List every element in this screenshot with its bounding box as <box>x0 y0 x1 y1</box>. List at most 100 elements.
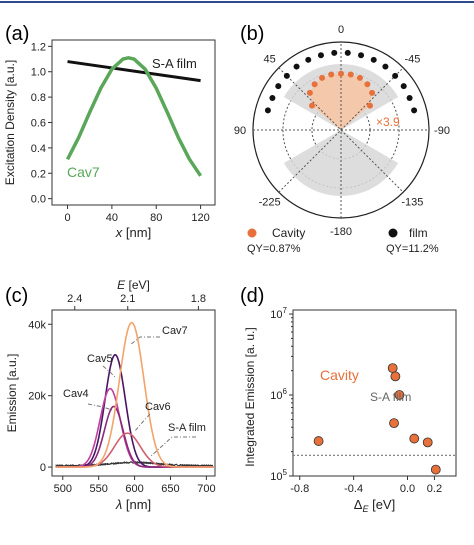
cavity-point <box>319 74 326 81</box>
film-point <box>406 95 413 102</box>
cavity-data-point <box>422 437 433 448</box>
y-tick-label: 0 <box>40 462 46 474</box>
top-axis-label: E [eV] <box>117 278 150 292</box>
panel-c-emission-chart: 500 550 600 650 700 0 20k 40k 2.4 2.1 1.8 E [eV] λ [… <box>5 278 216 512</box>
cavity-data-point <box>390 371 401 382</box>
spectrum-cav7 <box>55 321 214 468</box>
polar-angle-label: -90 <box>434 125 450 137</box>
film-point <box>275 83 282 90</box>
film-point <box>358 52 365 59</box>
polar-angle-label: 45 <box>263 54 275 66</box>
top-tick-label: 1.8 <box>191 293 206 305</box>
y-tick-label: 40k <box>28 319 46 331</box>
top-tick-label: 2.4 <box>67 293 82 305</box>
y-tick-label: 1.0 <box>31 67 46 79</box>
film-point <box>264 107 271 114</box>
legend-cavity-qy: QY=0.87% <box>247 243 301 255</box>
cavity-data-point <box>394 390 405 400</box>
axes-frame <box>292 309 457 477</box>
film-point <box>344 49 351 56</box>
y-axis-label: Excitation Density [a.u.] <box>3 60 17 185</box>
leader-film <box>149 436 196 458</box>
film-point <box>317 52 324 59</box>
cavity-point <box>306 89 313 96</box>
legend-cavity-label: Cavity <box>272 226 305 240</box>
x-tick-label: 0 <box>64 212 70 224</box>
panel-label-c: (c) <box>5 285 28 307</box>
polar-angle-label: 90 <box>234 125 246 137</box>
polar-annotation: ×3.9 <box>376 115 400 129</box>
x-tick-label: -0.4 <box>344 483 363 495</box>
polar-angle-label: -45 <box>404 54 420 66</box>
polar-angle-label: -225 <box>259 196 281 208</box>
y-axis-label: Emission [a.u.] <box>5 354 19 433</box>
x-tick-label: 0.0 <box>400 483 415 495</box>
legend-film-qy: QY=11.2% <box>386 243 439 255</box>
x-tick-label: 700 <box>197 483 215 495</box>
film-point <box>392 72 399 79</box>
series-film-line <box>67 60 201 83</box>
series-label-cav7: Cav7 <box>67 164 100 180</box>
film-point <box>382 63 389 70</box>
leader-cav5 <box>102 365 117 379</box>
y-tick-label: 106 <box>270 387 287 402</box>
x-tick-label: 0.2 <box>427 483 442 495</box>
top-tick-label: 2.1 <box>120 293 135 305</box>
x-axis-label: ΔE [eV] <box>354 497 395 514</box>
y-tick-label: 107 <box>270 306 287 321</box>
cavity-point <box>309 102 316 109</box>
panel-label-b: (b) <box>240 23 264 45</box>
film-point <box>370 56 377 63</box>
x-tick-label: 120 <box>191 212 209 224</box>
cavity-data-point <box>387 363 398 374</box>
film-point <box>411 107 418 114</box>
cavity-data-point <box>430 464 441 475</box>
x-tick-label: 40 <box>106 212 118 224</box>
axes-frame <box>51 309 216 477</box>
polar-lobe-bottom <box>283 130 399 196</box>
cavity-point <box>328 71 335 78</box>
film-label: S-A film <box>370 390 411 404</box>
series-label-film: S-A film <box>152 56 197 71</box>
x-tick-label: 600 <box>125 483 143 495</box>
x-tick-label: 80 <box>150 212 162 224</box>
y-tick-label: 0.2 <box>31 168 46 180</box>
leader-cav4 <box>87 403 113 411</box>
y-tick-label: 0.0 <box>31 194 46 206</box>
cavity-data-point <box>409 433 420 444</box>
polar-angle-label: 0 <box>338 24 344 36</box>
label-cav7: Cav7 <box>162 325 188 337</box>
polar-angle-label: -180 <box>330 226 352 238</box>
x-tick-label: 500 <box>54 483 72 495</box>
y-tick-label: 105 <box>270 468 287 483</box>
label-cav6: Cav6 <box>145 401 171 413</box>
y-axis-label: Integrated Emission [a. u.] <box>243 327 257 466</box>
film-point <box>305 56 312 63</box>
cavity-point <box>311 81 318 88</box>
cavity-data-point <box>389 418 399 429</box>
y-tick-label: 20k <box>28 391 46 403</box>
panel-a-chart: 0 40 80 120 0.0 0.2 0.4 0.6 0.8 1.0 1.2 x [nm] Excit… <box>3 39 216 240</box>
polar-angle-label: -135 <box>401 196 423 208</box>
series-cav7-line <box>65 56 203 177</box>
x-axis-label: λ [nm] <box>115 497 151 512</box>
x-tick-label: 550 <box>89 483 107 495</box>
cavity-point <box>347 71 354 78</box>
spectrum-cav5 <box>55 354 214 468</box>
y-tick-label: 0.6 <box>31 118 46 130</box>
leader-cav6 <box>134 413 151 432</box>
panel-b-polar-chart: 0 45 -45 90 -90 -225 -135 -180 ×3.9 Cavity QY=0.87… <box>234 24 450 255</box>
panel-d-integrated-chart: -0.8 -0.4 0.0 0.2 105 106 107 Cavity S-A film ΔE … <box>243 306 457 514</box>
panel-label-a: (a) <box>5 23 29 45</box>
x-tick-label: -0.8 <box>290 483 309 495</box>
cavity-label: Cavity <box>320 367 359 383</box>
polar-grid-ray <box>278 67 404 193</box>
label-film: S-A film <box>168 422 206 434</box>
leader-cav7 <box>129 336 160 346</box>
cavity-point <box>369 89 376 96</box>
film-point <box>293 63 300 70</box>
legend-film-label: film <box>409 226 428 240</box>
cavity-point <box>356 74 363 81</box>
x-tick-label: 650 <box>161 483 179 495</box>
